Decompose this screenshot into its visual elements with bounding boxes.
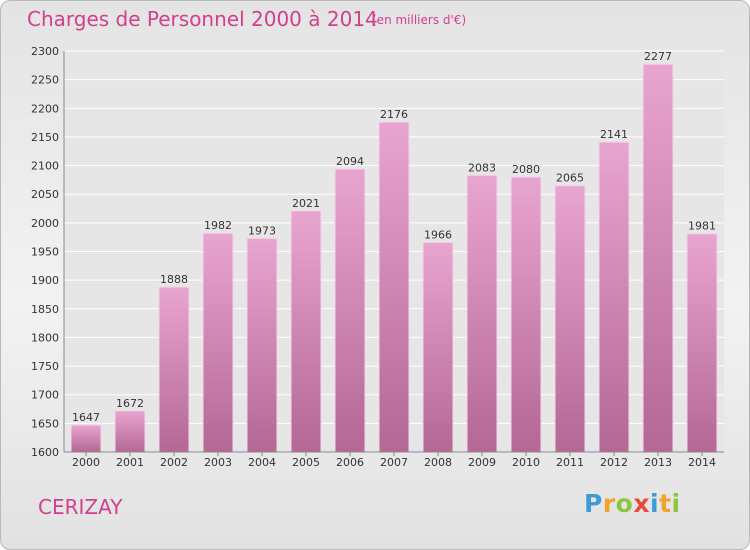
logo-letter: i bbox=[671, 489, 681, 518]
y-tick-label: 2050 bbox=[31, 188, 59, 201]
y-tick-label: 2200 bbox=[31, 102, 59, 115]
bar-value-label: 1973 bbox=[248, 224, 276, 237]
bar-value-label: 2277 bbox=[644, 50, 672, 63]
x-tick-label: 2000 bbox=[72, 456, 100, 469]
bar bbox=[686, 233, 718, 453]
bar-value-label: 2094 bbox=[336, 155, 364, 168]
bar-value-label: 2080 bbox=[512, 163, 540, 176]
logo-letter: P bbox=[584, 489, 603, 518]
proxiti-logo: Proxiti bbox=[584, 489, 681, 518]
y-tick-label: 1800 bbox=[31, 331, 59, 344]
y-tick-label: 1850 bbox=[31, 303, 59, 316]
y-tick-label: 1650 bbox=[31, 417, 59, 430]
bar-value-label: 2176 bbox=[380, 108, 408, 121]
bar bbox=[598, 141, 630, 453]
x-tick-label: 2007 bbox=[380, 456, 408, 469]
x-tick-label: 2004 bbox=[248, 456, 276, 469]
x-tick-label: 2003 bbox=[204, 456, 232, 469]
logo-letter: t bbox=[659, 489, 672, 518]
bar-value-label: 2021 bbox=[292, 197, 320, 210]
bar-value-label: 1647 bbox=[72, 411, 100, 424]
x-tick-label: 2010 bbox=[512, 456, 540, 469]
bar bbox=[202, 232, 234, 453]
logo-letter: x bbox=[633, 489, 650, 518]
bar-value-label: 1888 bbox=[160, 273, 188, 286]
bar bbox=[158, 286, 190, 453]
x-tick-label: 2008 bbox=[424, 456, 452, 469]
y-tick-label: 2150 bbox=[31, 131, 59, 144]
x-tick-label: 2009 bbox=[468, 456, 496, 469]
x-tick-label: 2012 bbox=[600, 456, 628, 469]
logo-letter: r bbox=[602, 489, 616, 518]
bar bbox=[422, 241, 454, 453]
x-tick-label: 2011 bbox=[556, 456, 584, 469]
bar bbox=[70, 424, 102, 453]
y-tick-label: 1750 bbox=[31, 360, 59, 373]
bar-value-label: 1672 bbox=[116, 397, 144, 410]
y-tick-label: 2000 bbox=[31, 217, 59, 230]
y-tick-label: 1900 bbox=[31, 274, 59, 287]
bar bbox=[642, 63, 674, 453]
x-tick-label: 2014 bbox=[688, 456, 716, 469]
x-tick-label: 2013 bbox=[644, 456, 672, 469]
bar bbox=[510, 176, 542, 453]
chart-subtitle: (en milliers d'€) bbox=[372, 13, 467, 27]
bar-value-label: 1982 bbox=[204, 219, 232, 232]
bar-value-label: 2141 bbox=[600, 128, 628, 141]
chart-title: Charges de Personnel 2000 à 2014 bbox=[27, 7, 378, 31]
bar bbox=[334, 168, 366, 453]
bar bbox=[290, 210, 322, 453]
bar-value-label: 1966 bbox=[424, 228, 452, 241]
bar bbox=[554, 185, 586, 453]
x-tick-label: 2006 bbox=[336, 456, 364, 469]
y-tick-label: 1950 bbox=[31, 246, 59, 259]
y-tick-label: 2250 bbox=[31, 74, 59, 87]
y-tick-label: 1700 bbox=[31, 389, 59, 402]
logo-letter: i bbox=[650, 489, 660, 518]
x-tick-label: 2001 bbox=[116, 456, 144, 469]
bar-value-label: 2083 bbox=[468, 161, 496, 174]
commune-name: CERIZAY bbox=[38, 495, 123, 519]
y-tick-label: 2100 bbox=[31, 160, 59, 173]
x-tick-label: 2005 bbox=[292, 456, 320, 469]
y-tick-label: 2300 bbox=[31, 45, 59, 58]
bar bbox=[466, 174, 498, 453]
bar bbox=[378, 121, 410, 453]
x-tick-label: 2002 bbox=[160, 456, 188, 469]
y-tick-label: 1600 bbox=[31, 446, 59, 459]
bar-value-label: 2065 bbox=[556, 172, 584, 185]
bar bbox=[246, 237, 278, 453]
bar bbox=[114, 410, 146, 453]
bar-value-label: 1981 bbox=[688, 220, 716, 233]
logo-letter: o bbox=[615, 489, 634, 518]
